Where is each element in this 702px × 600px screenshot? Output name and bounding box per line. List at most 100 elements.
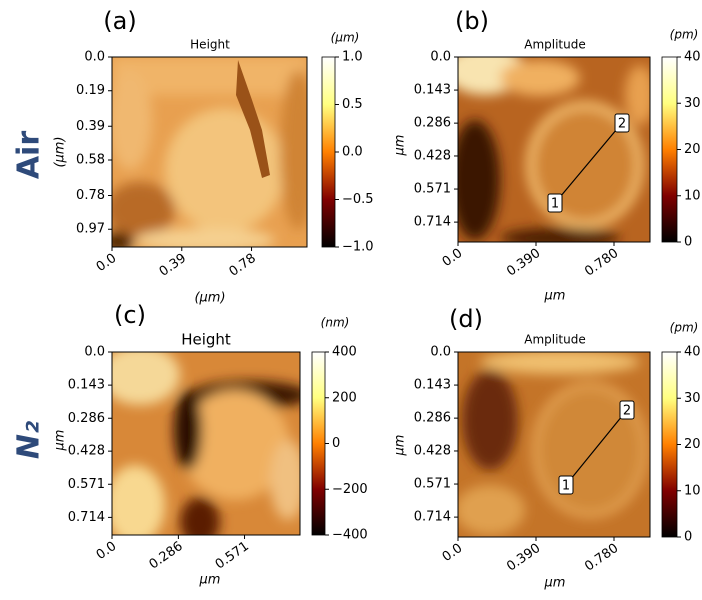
colorbar-label: (µm) (331, 31, 360, 45)
marker-box (614, 113, 630, 133)
image-frame (111, 351, 301, 536)
y-tick-label: 0.19 (76, 83, 105, 98)
x-tick-label: 0.0 (94, 539, 120, 563)
colorbar-tick-label: 0 (684, 235, 692, 250)
colorbar-tick-label: 20 (684, 437, 701, 452)
colorbar-label: (pm) (670, 321, 699, 335)
y-tick-label: 0.143 (68, 378, 105, 393)
colorbar (661, 56, 678, 243)
colorbar-tick-label: 0 (684, 530, 692, 545)
x-tick-label: 0.0 (440, 246, 466, 270)
x-tick-label: 0.286 (147, 539, 186, 573)
x-tick-label: 0.780 (582, 246, 621, 280)
y-axis-label: µm (393, 135, 408, 157)
panel-label: (b) (455, 7, 489, 35)
image-texture (112, 57, 307, 247)
y-tick-label: 0.714 (414, 215, 451, 230)
y-tick-label: 0.58 (76, 152, 105, 167)
panel-label: (a) (103, 7, 136, 35)
image-frame (111, 56, 308, 248)
height-image (112, 57, 307, 247)
profile-line (554, 122, 623, 204)
x-axis-label: µm (199, 573, 221, 588)
colorbar-tick-label: 40 (684, 345, 701, 360)
colorbar-tick-label: −1.0 (342, 240, 374, 255)
panel-title: Amplitude (524, 333, 586, 347)
marker-label: 1 (551, 197, 559, 212)
y-tick-label: 0.571 (68, 477, 105, 492)
y-tick-label: 0.571 (414, 182, 451, 197)
y-tick-label: 0.428 (68, 444, 105, 459)
colorbar-tick-label: 400 (332, 345, 357, 360)
marker-label: 2 (623, 404, 631, 419)
colorbar-tick-label: 0.5 (342, 97, 363, 112)
x-axis-label: (µm) (194, 291, 225, 306)
y-axis-label: µm (393, 435, 408, 457)
y-tick-label: 0.0 (84, 50, 105, 65)
colorbar-label: (nm) (321, 316, 350, 330)
x-tick-label: 0.78 (227, 251, 259, 280)
y-tick-label: 0.143 (414, 378, 451, 393)
y-tick-label: 0.428 (414, 148, 451, 163)
colorbar-tick-label: 0.0 (342, 145, 363, 160)
x-tick-label: 0.0 (440, 541, 466, 565)
marker-label: 2 (618, 117, 626, 132)
colorbar-tick-label: 1.0 (342, 50, 363, 65)
y-tick-label: 0.286 (68, 411, 105, 426)
image-frame (457, 351, 651, 538)
y-axis-label: µm (53, 430, 68, 452)
colorbar-tick-label: 10 (684, 188, 701, 203)
image-ridge (236, 60, 270, 178)
y-tick-label: 0.97 (76, 222, 105, 237)
colorbar-tick-label: 20 (684, 142, 701, 157)
panel-label: (c) (114, 301, 146, 329)
y-tick-label: 0.0 (430, 345, 451, 360)
colorbar-tick-label: 30 (684, 96, 701, 111)
x-tick-label: 0.0 (94, 251, 120, 275)
colorbar-tick-label: 200 (332, 390, 357, 405)
x-tick-label: 0.390 (504, 246, 543, 280)
y-tick-label: 0.286 (414, 411, 451, 426)
y-tick-label: 0.428 (414, 443, 451, 458)
colorbar-tick-label: −0.5 (342, 192, 374, 207)
colorbar-tick-label: 10 (684, 483, 701, 498)
y-tick-label: 0.571 (414, 477, 451, 492)
amplitude-image (458, 57, 650, 242)
height-image (112, 352, 300, 535)
y-tick-label: 0.143 (414, 83, 451, 98)
colorbar (311, 351, 326, 536)
image-frame (457, 56, 651, 243)
y-tick-label: 0.714 (68, 510, 105, 525)
panel-title: Amplitude (524, 38, 586, 52)
amplitude-image (458, 352, 650, 537)
image-texture (112, 352, 300, 535)
y-tick-label: 0.39 (76, 119, 105, 134)
colorbar (321, 56, 336, 248)
x-axis-label: µm (544, 289, 566, 304)
marker-label: 1 (562, 479, 570, 494)
y-tick-label: 0.78 (76, 188, 105, 203)
marker-box (619, 400, 635, 420)
panel-title: Height (181, 331, 231, 349)
marker-box (547, 193, 563, 213)
colorbar-tick-label: −200 (332, 482, 368, 497)
colorbar-tick-label: −400 (332, 528, 368, 543)
x-tick-label: 0.571 (213, 539, 252, 573)
x-tick-label: 0.780 (582, 541, 621, 575)
marker-box (558, 475, 574, 495)
profile-line (565, 409, 628, 486)
colorbar-tick-label: 40 (684, 50, 701, 65)
colorbar (661, 351, 678, 538)
y-tick-label: 0.714 (414, 510, 451, 525)
y-axis-label: (µm) (53, 136, 68, 167)
colorbar-tick-label: 0 (332, 436, 340, 451)
row-label: N₂ (12, 421, 47, 459)
colorbar-tick-label: 30 (684, 391, 701, 406)
row-label: Air (12, 131, 47, 180)
y-tick-label: 0.0 (84, 345, 105, 360)
panel-label: (d) (449, 305, 483, 333)
colorbar-label: (pm) (670, 28, 699, 42)
x-tick-label: 0.39 (157, 251, 189, 280)
